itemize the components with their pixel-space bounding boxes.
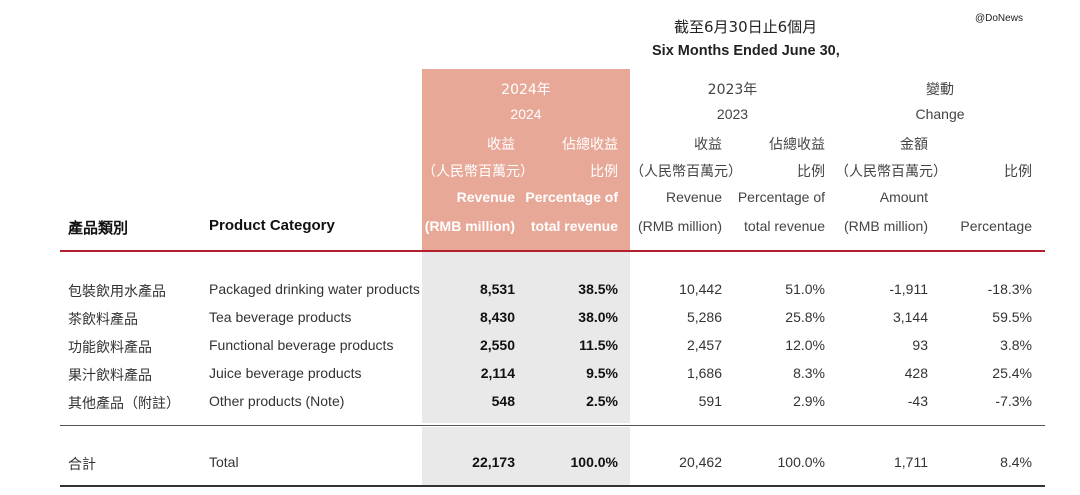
change-en: Change bbox=[915, 106, 965, 122]
rev24-head-en: Revenue bbox=[456, 189, 515, 205]
row-4-pct24: 2.5% bbox=[586, 393, 618, 409]
row-1-rev24: 8,430 bbox=[479, 309, 515, 325]
row-2-chg: 3.8% bbox=[1000, 337, 1032, 353]
year-2023-cn: 2023年 bbox=[707, 82, 758, 98]
row-3-rev23: 1,686 bbox=[686, 365, 722, 381]
year-2024-en: 2024 bbox=[510, 106, 542, 122]
highlight-2024-body bbox=[422, 252, 630, 487]
row-0-chg: -18.3% bbox=[987, 281, 1032, 297]
pct24-head-cn: 佔總收益 bbox=[562, 137, 618, 153]
amt-head-cn-unit: （人民幣百萬元） bbox=[835, 164, 947, 180]
row-1-pct24: 38.0% bbox=[578, 309, 618, 325]
row-4-chg: -7.3% bbox=[995, 393, 1032, 409]
row-3-pct23: 8.3% bbox=[793, 365, 825, 381]
row-4-cn: 其他產品（附註） bbox=[68, 396, 180, 412]
change-cn: 變動 bbox=[926, 82, 954, 98]
row-1-rev23: 5,286 bbox=[686, 309, 722, 325]
row-2-rev23: 2,457 bbox=[686, 337, 722, 353]
amt-head-en: Amount bbox=[879, 189, 928, 205]
row-4-en: Other products (Note) bbox=[209, 393, 345, 409]
rev23-head-en-unit: (RMB million) bbox=[638, 218, 722, 234]
row-0-rev24: 8,531 bbox=[479, 281, 515, 297]
row-4-pct23: 2.9% bbox=[793, 393, 825, 409]
row-0-amt: -1,911 bbox=[889, 281, 928, 297]
year-2024-cn: 2024年 bbox=[501, 82, 551, 98]
rev24-head-cn: 收益 bbox=[487, 137, 515, 153]
row-3-pct24: 9.5% bbox=[586, 365, 618, 381]
row-3-rev24: 2,114 bbox=[480, 365, 515, 381]
header-rule bbox=[60, 250, 1045, 252]
row-3-cn: 果汁飲料產品 bbox=[68, 368, 152, 384]
row-1-pct23: 25.8% bbox=[785, 309, 825, 325]
row-0-cn: 包裝飲用水產品 bbox=[68, 284, 166, 300]
bottom-rule bbox=[60, 485, 1045, 487]
pct24-head-en: Percentage of bbox=[525, 189, 618, 205]
rev23-head-en: Revenue bbox=[665, 189, 722, 205]
row-3-en: Juice beverage products bbox=[209, 365, 362, 381]
category-head-en: Product Category bbox=[209, 217, 335, 234]
row-1-amt: 3,144 bbox=[892, 309, 928, 325]
pct23-head-cn: 佔總收益 bbox=[769, 137, 825, 153]
total-en: Total bbox=[209, 454, 239, 470]
row-2-en: Functional beverage products bbox=[209, 337, 394, 353]
row-1-cn: 茶飲料產品 bbox=[68, 312, 138, 328]
title-cn: 截至6月30日止6個月 bbox=[674, 18, 818, 36]
total-pct24: 100.0% bbox=[570, 454, 618, 470]
row-1-chg: 59.5% bbox=[992, 309, 1032, 325]
rev24-head-cn-unit: （人民幣百萬元） bbox=[422, 164, 534, 180]
chg-head-en: Percentage bbox=[960, 218, 1032, 234]
total-chg: 8.4% bbox=[1000, 454, 1032, 470]
row-1-en: Tea beverage products bbox=[209, 309, 352, 325]
total-rule bbox=[60, 425, 1045, 426]
row-0-rev23: 10,442 bbox=[679, 281, 722, 297]
rev24-head-en-unit: (RMB million) bbox=[424, 218, 515, 234]
row-2-cn: 功能飲料產品 bbox=[68, 340, 152, 356]
row-4-amt: -43 bbox=[907, 393, 928, 409]
chg-head-cn: 比例 bbox=[1004, 164, 1032, 180]
row-2-pct23: 12.0% bbox=[785, 337, 825, 353]
pct23-head-en: Percentage of bbox=[737, 189, 825, 205]
rev23-head-cn: 收益 bbox=[694, 137, 722, 153]
row-2-amt: 93 bbox=[912, 337, 928, 353]
pct23-head-cn2: 比例 bbox=[797, 164, 825, 180]
row-3-chg: 25.4% bbox=[992, 365, 1032, 381]
amt-head-en-unit: (RMB million) bbox=[844, 218, 928, 234]
pct23-head-en2: total revenue bbox=[744, 218, 825, 234]
row-0-pct23: 51.0% bbox=[785, 281, 825, 297]
highlight-2024-header bbox=[422, 69, 630, 251]
rev23-head-cn-unit: （人民幣百萬元） bbox=[630, 164, 742, 180]
pct24-head-en2: total revenue bbox=[530, 218, 618, 234]
total-cn: 合計 bbox=[68, 457, 96, 473]
amt-head-cn: 金額 bbox=[900, 137, 928, 153]
row-0-pct24: 38.5% bbox=[578, 281, 618, 297]
row-4-rev24: 548 bbox=[491, 393, 515, 409]
row-3-amt: 428 bbox=[904, 365, 928, 381]
watermark: @DoNews bbox=[975, 13, 1023, 24]
row-2-pct24: 11.5% bbox=[579, 337, 618, 353]
row-2-rev24: 2,550 bbox=[479, 337, 515, 353]
total-amt: 1,711 bbox=[894, 454, 928, 470]
year-2023-en: 2023 bbox=[716, 106, 749, 122]
total-rev24: 22,173 bbox=[472, 454, 515, 470]
total-pct23: 100.0% bbox=[777, 454, 825, 470]
row-0-en: Packaged drinking water products bbox=[209, 281, 420, 297]
row-4-rev23: 591 bbox=[698, 393, 722, 409]
category-head-cn: 產品類別 bbox=[68, 219, 129, 237]
total-rev23: 20,462 bbox=[679, 454, 722, 470]
pct24-head-cn2: 比例 bbox=[590, 164, 618, 180]
title-en: Six Months Ended June 30, bbox=[652, 43, 840, 59]
